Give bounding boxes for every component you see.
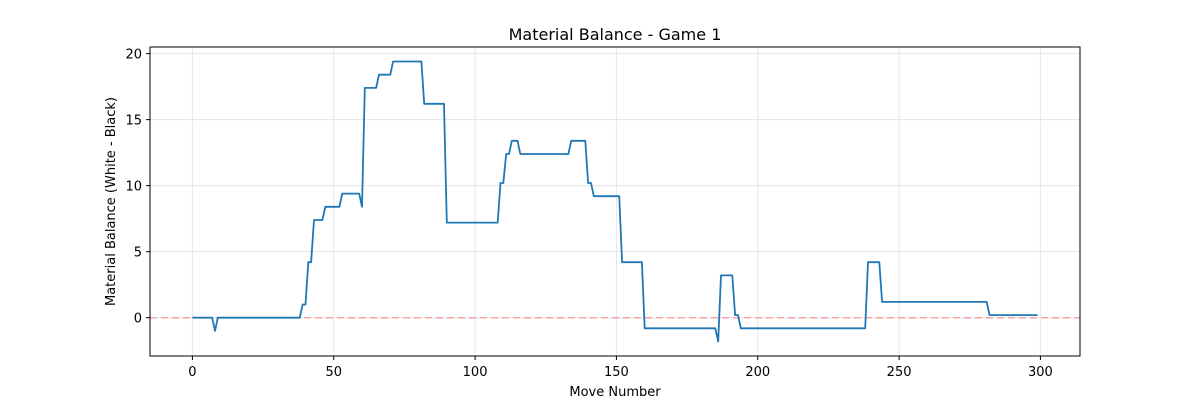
series-layer xyxy=(192,60,1038,343)
plot-frame xyxy=(149,46,1081,357)
y-axis-title: Material Balance (White - Black) xyxy=(104,97,119,306)
grid-lines xyxy=(150,47,1080,356)
x-tick-label: 200 xyxy=(745,365,770,380)
material-balance-line xyxy=(192,60,1038,343)
x-axis-title: Move Number xyxy=(569,385,661,400)
y-tick-label: 20 xyxy=(125,48,142,63)
x-tick-label: 100 xyxy=(463,365,488,380)
x-tick-label: 300 xyxy=(1028,365,1053,380)
x-tick-label: 50 xyxy=(325,365,342,380)
y-tick-label: 5 xyxy=(134,246,142,261)
x-tick-label: 150 xyxy=(604,365,629,380)
chart-title: Material Balance - Game 1 xyxy=(509,25,722,44)
axis-ticks: 0 50 100 150 200 250 300 0 5 10 15 20 xyxy=(125,48,1052,380)
y-tick-label: 0 xyxy=(134,312,142,327)
x-tick-label: 0 xyxy=(188,365,196,380)
y-tick-label: 10 xyxy=(125,180,142,195)
y-tick-label: 15 xyxy=(125,114,142,129)
x-tick-label: 250 xyxy=(887,365,912,380)
